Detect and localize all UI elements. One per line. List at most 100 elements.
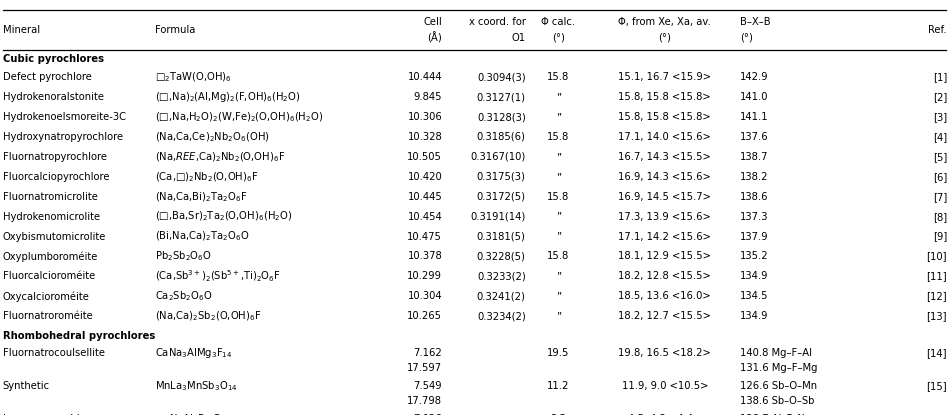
Text: 7.549: 7.549 — [414, 381, 442, 391]
Text: Hydrokenomicrolite: Hydrokenomicrolite — [3, 212, 100, 222]
Text: (□,Na)$_2$(Al,Mg)$_2$(F,OH)$_6$(H$_2$O): (□,Na)$_2$(Al,Mg)$_2$(F,OH)$_6$(H$_2$O) — [155, 90, 300, 104]
Text: x coord. for: x coord. for — [469, 17, 526, 27]
Text: 0.3167(10): 0.3167(10) — [471, 152, 526, 162]
Text: Hydrokenoelsmoreite-3C: Hydrokenoelsmoreite-3C — [3, 112, 126, 122]
Text: 15.8: 15.8 — [548, 192, 569, 202]
Text: 131.6 Mg–F–Mg: 131.6 Mg–F–Mg — [740, 363, 818, 373]
Text: (°): (°) — [740, 33, 754, 43]
Text: 0.3128(3): 0.3128(3) — [477, 112, 526, 122]
Text: 10.454: 10.454 — [407, 212, 442, 222]
Text: (□,Ba,Sr)$_2$Ta$_2$(O,OH)$_6$(H$_2$O): (□,Ba,Sr)$_2$Ta$_2$(O,OH)$_6$(H$_2$O) — [155, 210, 292, 223]
Text: Synthetic: Synthetic — [3, 381, 50, 391]
Text: 10.306: 10.306 — [407, 112, 442, 122]
Text: MnLa$_3$MnSb$_3$O$_{14}$: MnLa$_3$MnSb$_3$O$_{14}$ — [155, 379, 237, 393]
Text: 18.2, 12.8 <15.5>: 18.2, 12.8 <15.5> — [619, 271, 711, 281]
Text: 126.6 Sb–O–Mn: 126.6 Sb–O–Mn — [740, 381, 817, 391]
Text: [16]: [16] — [926, 414, 947, 415]
Text: 19.5: 19.5 — [548, 348, 569, 358]
Text: 137.9: 137.9 — [740, 232, 769, 242]
Text: ”: ” — [556, 212, 561, 222]
Text: ”: ” — [556, 271, 561, 281]
Text: 141.1: 141.1 — [740, 112, 769, 122]
Text: Fluorcalciopyrochlore: Fluorcalciopyrochlore — [3, 172, 109, 182]
Text: 11.2: 11.2 — [548, 381, 569, 391]
Text: 17.798: 17.798 — [407, 396, 442, 406]
Text: 15.8, 15.8 <15.8>: 15.8, 15.8 <15.8> — [619, 92, 711, 102]
Text: 138.6 Sb–O–Sb: 138.6 Sb–O–Sb — [740, 396, 814, 406]
Text: ”: ” — [556, 232, 561, 242]
Text: 15.1, 16.7 <15.9>: 15.1, 16.7 <15.9> — [619, 72, 711, 82]
Text: (Ca,□)$_2$Nb$_2$(O,OH)$_6$F: (Ca,□)$_2$Nb$_2$(O,OH)$_6$F — [155, 170, 258, 183]
Text: 17.597: 17.597 — [407, 363, 442, 373]
Text: 0.3185(6): 0.3185(6) — [476, 132, 526, 142]
Text: 17.3, 13.9 <15.6>: 17.3, 13.9 <15.6> — [619, 212, 711, 222]
Text: ”: ” — [556, 291, 561, 301]
Text: 15.8: 15.8 — [548, 251, 569, 261]
Text: Φ, from Xe, Xa, av.: Φ, from Xe, Xa, av. — [619, 17, 711, 27]
Text: 137.6: 137.6 — [740, 132, 769, 142]
Text: 135.2: 135.2 — [740, 251, 769, 261]
Text: [1]: [1] — [933, 72, 947, 82]
Text: [6]: [6] — [933, 172, 947, 182]
Text: 18.1, 12.9 <15.5>: 18.1, 12.9 <15.5> — [619, 251, 711, 261]
Text: 10.378: 10.378 — [407, 251, 442, 261]
Text: 18.2, 12.7 <15.5>: 18.2, 12.7 <15.5> — [619, 311, 711, 321]
Text: 11.9, 9.0 <10.5>: 11.9, 9.0 <10.5> — [622, 381, 708, 391]
Text: CaNa$_3$AlMg$_3$F$_{14}$: CaNa$_3$AlMg$_3$F$_{14}$ — [155, 346, 233, 360]
Text: 10.445: 10.445 — [407, 192, 442, 202]
Text: Mineral: Mineral — [3, 25, 40, 35]
Text: 17.1, 14.2 <15.6>: 17.1, 14.2 <15.6> — [619, 232, 711, 242]
Text: (Bi,Na,Ca)$_2$Ta$_2$O$_6$O: (Bi,Na,Ca)$_2$Ta$_2$O$_6$O — [155, 230, 250, 243]
Text: 134.9: 134.9 — [740, 311, 769, 321]
Text: Inverse pyrochlore: Inverse pyrochlore — [3, 414, 96, 415]
Text: Hydrokenoralstonite: Hydrokenoralstonite — [3, 92, 103, 102]
Text: Fluornatroroméite: Fluornatroroméite — [3, 311, 93, 321]
Text: 0.3181(5): 0.3181(5) — [476, 232, 526, 242]
Text: 0.3241(2): 0.3241(2) — [476, 291, 526, 301]
Text: 134.5: 134.5 — [740, 291, 769, 301]
Text: Oxybismutomicrolite: Oxybismutomicrolite — [3, 232, 106, 242]
Text: (Na,Ca,Bi)$_2$Ta$_2$O$_6$F: (Na,Ca,Bi)$_2$Ta$_2$O$_6$F — [155, 190, 247, 203]
Text: (Na,$\it{REE}$,Ca)$_2$Nb$_2$(O,OH)$_6$F: (Na,$\it{REE}$,Ca)$_2$Nb$_2$(O,OH)$_6$F — [155, 150, 285, 164]
Text: Oxyplumboroméite: Oxyplumboroméite — [3, 251, 99, 262]
Text: Fluornatropyrochlore: Fluornatropyrochlore — [3, 152, 107, 162]
Text: [14]: [14] — [926, 348, 947, 358]
Text: (Ca,Sb$^{3+}$)$_2$(Sb$^{5+}$,Ti)$_2$O$_6$F: (Ca,Sb$^{3+}$)$_2$(Sb$^{5+}$,Ti)$_2$O$_6… — [155, 269, 281, 284]
Text: ”: ” — [556, 152, 561, 162]
Text: B–X–B: B–X–B — [740, 17, 771, 27]
Text: 137.3: 137.3 — [740, 212, 769, 222]
Text: 19.8, 16.5 <18.2>: 19.8, 16.5 <18.2> — [619, 348, 711, 358]
Text: 10.328: 10.328 — [407, 132, 442, 142]
Text: [12]: [12] — [926, 291, 947, 301]
Text: □$_2$TaW(O,OH)$_6$: □$_2$TaW(O,OH)$_6$ — [155, 71, 232, 84]
Text: (Å): (Å) — [427, 32, 442, 44]
Text: 0.3228(5): 0.3228(5) — [476, 251, 526, 261]
Text: Rhombohedral pyrochlores: Rhombohedral pyrochlores — [3, 331, 155, 341]
Text: [9]: [9] — [933, 232, 947, 242]
Text: 18.5, 13.6 <16.0>: 18.5, 13.6 <16.0> — [619, 291, 711, 301]
Text: [11]: [11] — [926, 271, 947, 281]
Text: Oxycalcioroméite: Oxycalcioroméite — [3, 291, 90, 302]
Text: 142.9: 142.9 — [740, 72, 769, 82]
Text: (Na,Ca)$_2$Sb$_2$(O,OH)$_6$F: (Na,Ca)$_2$Sb$_2$(O,OH)$_6$F — [155, 310, 261, 323]
Text: 17.1, 14.0 <15.6>: 17.1, 14.0 <15.6> — [619, 132, 711, 142]
Text: 7.026: 7.026 — [414, 414, 442, 415]
Text: Fluornatromicrolite: Fluornatromicrolite — [3, 192, 98, 202]
Text: 0.3175(3): 0.3175(3) — [476, 172, 526, 182]
Text: 0.3172(5): 0.3172(5) — [476, 192, 526, 202]
Text: 134.9: 134.9 — [740, 271, 769, 281]
Text: ”: ” — [556, 112, 561, 122]
Text: Ca$_2$Sb$_2$O$_6$O: Ca$_2$Sb$_2$O$_6$O — [155, 289, 213, 303]
Text: [2]: [2] — [933, 92, 947, 102]
Text: 7.162: 7.162 — [414, 348, 442, 358]
Text: O1: O1 — [512, 33, 526, 43]
Text: 138.2: 138.2 — [740, 172, 769, 182]
Text: 10.475: 10.475 — [407, 232, 442, 242]
Text: (°): (°) — [552, 33, 565, 43]
Text: Ref.: Ref. — [928, 25, 947, 35]
Text: 10.265: 10.265 — [407, 311, 442, 321]
Text: □$_4$NaAl$_3$F$_{12}$Cs$_2$: □$_4$NaAl$_3$F$_{12}$Cs$_2$ — [155, 413, 230, 415]
Text: 140.8 Mg–F–Al: 140.8 Mg–F–Al — [740, 348, 812, 358]
Text: 16.9, 14.3 <15.6>: 16.9, 14.3 <15.6> — [619, 172, 711, 182]
Text: (□,Na,H$_2$O)$_2$(W,Fe)$_2$(O,OH)$_6$(H$_2$O): (□,Na,H$_2$O)$_2$(W,Fe)$_2$(O,OH)$_6$(H$… — [155, 110, 323, 124]
